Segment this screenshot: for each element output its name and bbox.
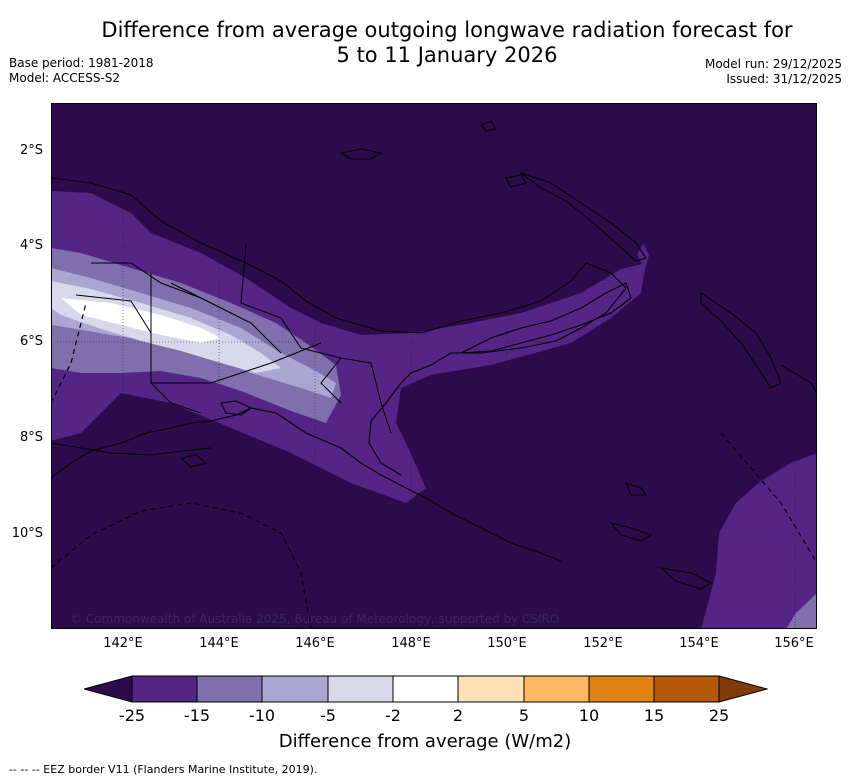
- lat-label-10s: 10°S: [11, 526, 43, 541]
- model-run: Model run: 29/12/2025: [704, 57, 842, 71]
- colorbar-segment: [262, 676, 328, 702]
- colorbar-extend-low: [84, 675, 133, 703]
- colorbar-extend-high: [718, 675, 768, 703]
- colorbar-label: 25: [708, 706, 730, 725]
- anomaly-band-neg25-neg15: [51, 191, 646, 503]
- lon-label-152e: 152°E: [583, 636, 623, 651]
- anomaly-band-southeast: [701, 453, 817, 629]
- title-line-2: 5 to 11 January 2026: [336, 43, 558, 67]
- map-area: [51, 103, 817, 629]
- issued-date: Issued: 31/12/2025: [726, 72, 842, 86]
- model-name: Model: ACCESS-S2: [9, 71, 121, 85]
- colorbar-segment: [654, 676, 719, 702]
- lat-label-2s: 2°S: [19, 143, 43, 158]
- footnote: -- -- -- EEZ border V11 (Flanders Marine…: [9, 763, 318, 776]
- graticule: [51, 103, 817, 629]
- colorbar-title: Difference from average (W/m2): [278, 731, 572, 752]
- map-title: Difference from average outgoing longwav…: [0, 18, 850, 68]
- lat-label-8s: 8°S: [19, 430, 43, 445]
- colorbar-frame: [131, 675, 720, 703]
- colorbar-label: -25: [118, 706, 146, 725]
- meta-left: Base period: 1981-2018 Model: ACCESS-S2: [9, 56, 154, 86]
- meta-right: Model run: 29/12/2025 Issued: 31/12/2025: [705, 57, 842, 87]
- map-svg: [51, 103, 817, 629]
- colorbar-segment: [132, 676, 197, 702]
- colorbar-segment: [393, 676, 458, 702]
- eez-borders: [51, 302, 817, 629]
- lon-label-154e: 154°E: [679, 636, 719, 651]
- colorbar-dividers: [196, 676, 655, 702]
- lat-label-6s: 6°S: [19, 334, 43, 349]
- colorbar-segment: [524, 676, 589, 702]
- map-frame: [51, 103, 817, 629]
- copyright-notice: © Commonwealth of Australia 2025, Bureau…: [70, 612, 560, 626]
- borders: [75, 242, 392, 434]
- colorbar-segment: [328, 676, 393, 702]
- colorbar: [84, 675, 768, 703]
- anomaly-core-neutral: [61, 298, 221, 343]
- colorbar-label: -2: [385, 706, 401, 725]
- colorbar-label: 5: [518, 706, 530, 725]
- coastlines: [51, 120, 817, 590]
- lon-label-156e: 156°E: [774, 636, 814, 651]
- colorbar-label: -10: [248, 706, 276, 725]
- colorbar-label: 10: [578, 706, 600, 725]
- lon-label-142e: 142°E: [103, 636, 143, 651]
- lat-label-4s: 4°S: [19, 238, 43, 253]
- lon-label-146e: 146°E: [295, 636, 335, 651]
- colorbar-label: 15: [643, 706, 665, 725]
- colorbar-segment: [458, 676, 524, 702]
- colorbar-segment: [197, 676, 262, 702]
- colorbar-segment: [589, 676, 654, 702]
- colorbar-label: -15: [183, 706, 211, 725]
- title-line-1: Difference from average outgoing longwav…: [101, 18, 793, 42]
- lon-label-150e: 150°E: [487, 636, 527, 651]
- lon-label-148e: 148°E: [391, 636, 431, 651]
- lon-label-144e: 144°E: [199, 636, 239, 651]
- base-period: Base period: 1981-2018: [9, 56, 154, 70]
- colorbar-label: -5: [320, 706, 336, 725]
- colorbar-label: 2: [452, 706, 464, 725]
- anomaly-band-southeast-inner: [786, 593, 817, 629]
